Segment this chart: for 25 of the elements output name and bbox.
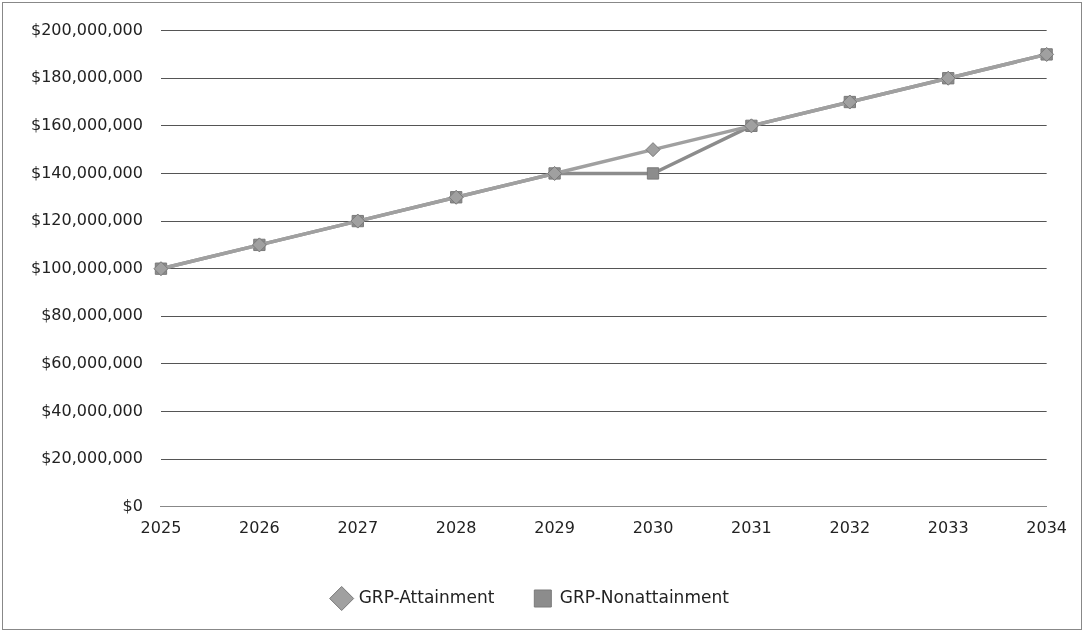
point xyxy=(645,142,661,158)
x-tick-label: 2026 xyxy=(239,517,280,537)
x-tick-label: 2027 xyxy=(337,517,379,537)
x-tick-label: 2029 xyxy=(534,517,575,537)
y-tick-label: $160,000,000 xyxy=(31,115,143,134)
y-tick-label: $40,000,000 xyxy=(41,400,143,420)
legend-label: GRP-Nonattainment xyxy=(559,586,730,607)
y-tick-label: $0 xyxy=(122,495,143,515)
y-tick-label: $120,000,000 xyxy=(31,210,143,230)
y-tick-label: $180,000,000 xyxy=(31,67,143,87)
x-tick-label: 2032 xyxy=(829,517,871,537)
x-tick-label: 2025 xyxy=(140,517,182,537)
legend-label: GRP-Attainment xyxy=(358,586,495,607)
point xyxy=(646,167,660,180)
x-tick-label: 2028 xyxy=(435,517,477,537)
y-tick-label: $20,000,000 xyxy=(41,448,143,468)
y-tick-label: $200,000,000 xyxy=(31,19,143,39)
y-tick-label: $80,000,000 xyxy=(41,305,143,325)
y-tick-label: $140,000,000 xyxy=(31,162,143,182)
y-tick-label: $100,000,000 xyxy=(31,257,143,277)
x-tick-label: 2033 xyxy=(927,517,969,537)
y-tick-label: $60,000,000 xyxy=(41,353,143,373)
x-tick-label: 2030 xyxy=(632,517,674,537)
x-tick-label: 2031 xyxy=(731,517,772,537)
x-tick-label: 2034 xyxy=(1026,517,1067,537)
